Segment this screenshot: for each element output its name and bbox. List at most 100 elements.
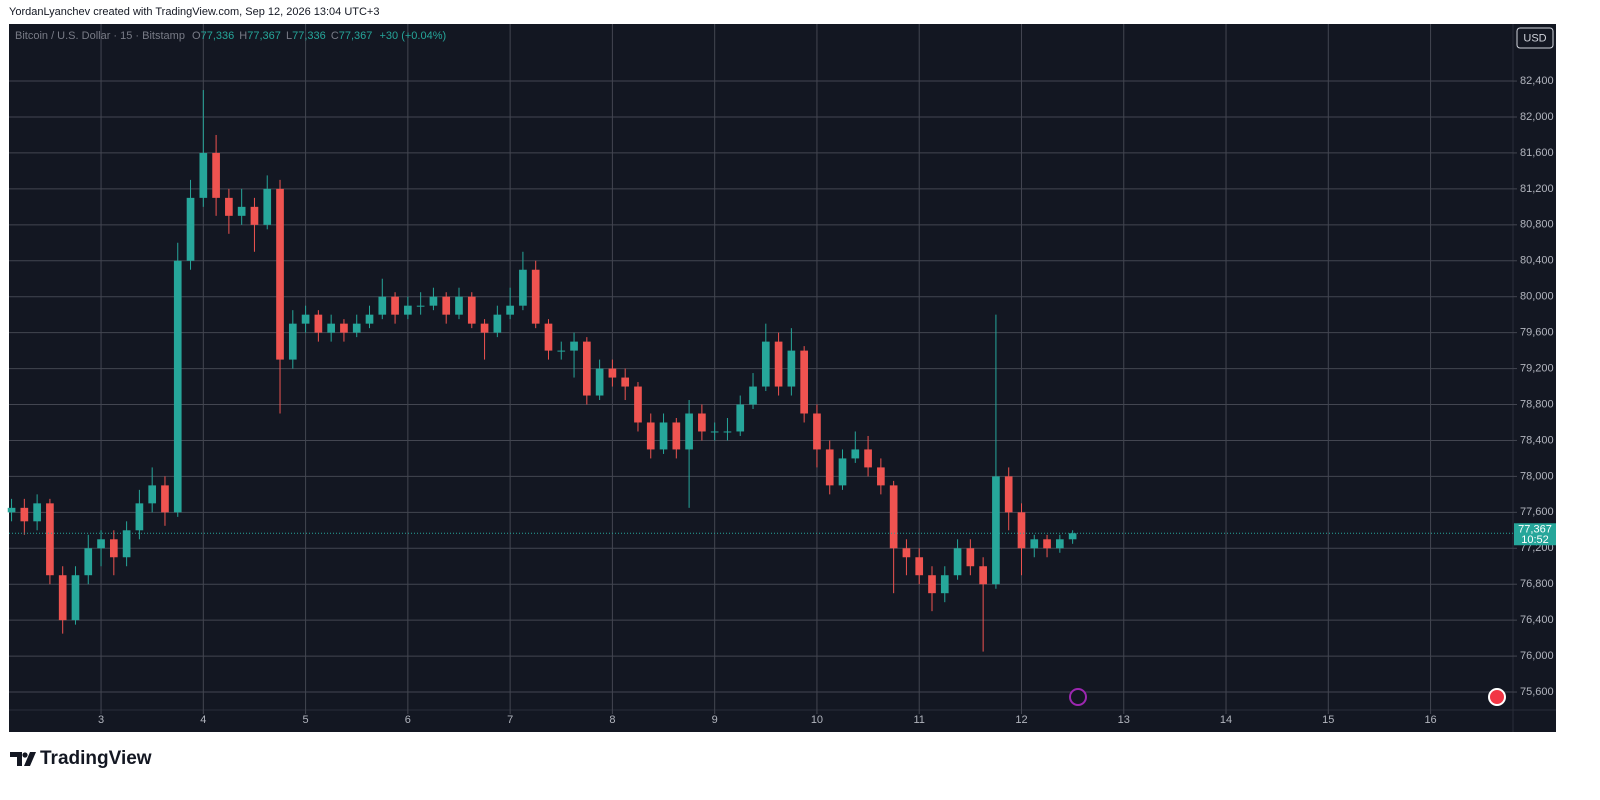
- current-price-label: 77,367: [1518, 524, 1552, 536]
- x-tick-label: 10: [811, 714, 823, 726]
- candle-body: [173, 260, 182, 513]
- candle-body: [58, 575, 67, 621]
- logo-dot: [22, 752, 28, 758]
- candle-body: [1043, 539, 1051, 549]
- candle-body: [365, 314, 374, 324]
- y-tick-label: 77,600: [1520, 506, 1554, 518]
- current-price-tag: [1514, 523, 1556, 546]
- candle-body: [301, 314, 310, 324]
- candle-body: [544, 323, 553, 351]
- x-tick-label: 4: [200, 714, 206, 726]
- candle-body: [1068, 533, 1077, 540]
- candle-body: [212, 152, 220, 198]
- candle-body: [608, 368, 617, 378]
- candle-body: [595, 368, 604, 396]
- candle-body: [493, 314, 502, 333]
- candle-body: [889, 485, 898, 549]
- candle-body: [404, 305, 412, 315]
- candle-body: [979, 566, 987, 585]
- candle-body: [736, 404, 745, 432]
- candle-body: [787, 350, 796, 387]
- candle-body: [531, 269, 540, 324]
- x-tick-label: 16: [1424, 714, 1436, 726]
- candle-body: [97, 539, 105, 549]
- y-tick-label: 80,800: [1520, 219, 1554, 231]
- y-tick-label: 79,600: [1520, 327, 1554, 339]
- y-tick-label: 76,800: [1520, 578, 1554, 590]
- candle-body: [1017, 512, 1026, 549]
- candle-body: [710, 431, 719, 433]
- candle-body: [915, 557, 924, 576]
- candle-body: [928, 575, 936, 594]
- candle-body: [825, 449, 834, 486]
- candle-body: [263, 188, 272, 225]
- y-tick-label: 80,000: [1520, 291, 1554, 303]
- candle-body: [33, 503, 41, 522]
- candle-body: [84, 548, 93, 576]
- candle-body: [148, 485, 157, 504]
- event-icon[interactable]: [1488, 688, 1506, 706]
- y-tick-label: 80,400: [1520, 255, 1554, 267]
- candle-body: [314, 314, 323, 333]
- y-tick-label: 76,400: [1520, 614, 1554, 626]
- y-tick-label: 81,200: [1520, 183, 1554, 195]
- low-value: 77,336: [292, 30, 326, 42]
- y-tick-label: 82,400: [1520, 75, 1554, 87]
- brand: TradingView: [40, 748, 152, 769]
- candle-body: [774, 341, 783, 387]
- event-icon[interactable]: [1069, 688, 1087, 706]
- candle-body: [838, 458, 847, 486]
- x-tick-label: 9: [712, 714, 718, 726]
- y-tick-label: 81,600: [1520, 147, 1554, 159]
- candles: [7, 90, 1077, 652]
- candle-body: [7, 507, 16, 513]
- candle-body: [723, 431, 732, 433]
- candle-body: [429, 296, 438, 306]
- y-tick-label: 78,000: [1520, 470, 1554, 482]
- x-tick-label: 12: [1015, 714, 1027, 726]
- candle-body: [46, 503, 54, 576]
- currency-label[interactable]: USD: [1523, 32, 1546, 44]
- close-label: C: [331, 30, 339, 42]
- candle-body: [877, 467, 885, 486]
- candle-body: [276, 188, 284, 360]
- candle-body: [237, 206, 246, 216]
- candle-body: [506, 305, 514, 315]
- candle-body: [813, 413, 821, 450]
- open-label: O: [192, 30, 201, 42]
- candle-body: [519, 269, 527, 306]
- attribution: YordanLyanchev created with TradingView.…: [9, 6, 379, 18]
- y-tick-label: 79,200: [1520, 362, 1554, 374]
- candle-body: [161, 485, 169, 513]
- symbol: Bitcoin / U.S. Dollar · 15 · Bitstamp: [15, 30, 185, 42]
- candle-body: [1004, 476, 1013, 513]
- candle-body: [749, 386, 757, 405]
- candle-body: [953, 548, 962, 576]
- countdown: 10:52: [1521, 534, 1549, 546]
- candle-body: [340, 323, 348, 333]
- y-tick-label: 78,800: [1520, 398, 1554, 410]
- candle-body: [327, 323, 335, 333]
- x-tick-label: 13: [1118, 714, 1130, 726]
- chart-pane: [9, 24, 1556, 732]
- open-value: 77,336: [201, 30, 235, 42]
- y-tick-label: 82,000: [1520, 111, 1554, 123]
- candle-body: [250, 206, 259, 225]
- currency-button[interactable]: [1516, 27, 1554, 49]
- candle-body: [122, 530, 131, 558]
- candle-body: [570, 341, 578, 351]
- legend: Bitcoin / U.S. Dollar · 15 · Bitstamp O7…: [15, 30, 446, 42]
- candle-body: [672, 422, 681, 450]
- candle-body: [557, 350, 566, 352]
- logo-icon: [10, 752, 36, 766]
- x-tick-label: 14: [1220, 714, 1232, 726]
- candle-body: [851, 449, 860, 459]
- candle-body: [698, 413, 706, 432]
- x-tick-label: 5: [303, 714, 309, 726]
- candle-body: [391, 296, 399, 315]
- candle-body: [634, 386, 642, 423]
- x-tick-label: 7: [507, 714, 513, 726]
- candle-body: [186, 197, 195, 261]
- candle-body: [659, 422, 668, 450]
